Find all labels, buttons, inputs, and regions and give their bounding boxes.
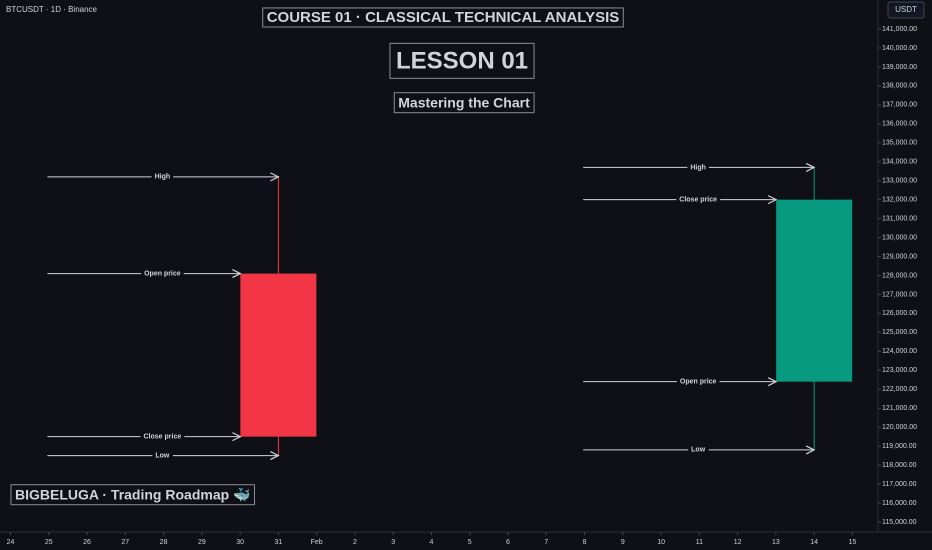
annotation-label: Open price bbox=[144, 270, 181, 277]
annotation-label: Low bbox=[691, 447, 706, 454]
y-tick-label: 128,000.00 bbox=[882, 272, 917, 279]
y-tick-label: 137,000.00 bbox=[882, 102, 917, 109]
annotation-label-bg bbox=[688, 446, 709, 454]
y-tick-label: 134,000.00 bbox=[882, 159, 917, 166]
y-tick-label: 139,000.00 bbox=[882, 64, 917, 71]
x-tick-label: 8 bbox=[583, 539, 587, 546]
footer: BIGBELUGA · Trading Roadmap 🐳 bbox=[15, 487, 250, 503]
annotation-label: High bbox=[690, 164, 706, 171]
annotation-label-bg bbox=[676, 196, 721, 204]
x-tick-label: 24 bbox=[7, 539, 15, 546]
annotation-label-bg bbox=[676, 378, 720, 386]
y-tick-label: 123,000.00 bbox=[882, 367, 917, 374]
annotation-label-bg bbox=[141, 270, 184, 278]
annotation-label: Low bbox=[155, 452, 170, 459]
x-tick-label: 10 bbox=[657, 539, 665, 546]
x-tick-label: 5 bbox=[468, 539, 472, 546]
candle-body bbox=[776, 199, 853, 382]
y-tick-label: 116,000.00 bbox=[882, 500, 917, 507]
x-tick-label: 29 bbox=[198, 539, 206, 546]
x-tick-label: 12 bbox=[734, 539, 742, 546]
annotation-label-bg bbox=[687, 164, 709, 172]
y-tick-label: 136,000.00 bbox=[882, 121, 917, 128]
x-tick-label: 7 bbox=[544, 539, 548, 546]
lesson-title-box bbox=[389, 42, 535, 79]
annotation-label: Close price bbox=[679, 196, 717, 203]
candle-body bbox=[240, 273, 317, 437]
y-tick-label: 130,000.00 bbox=[882, 234, 917, 241]
y-tick-label: 138,000.00 bbox=[882, 83, 917, 90]
y-tick-label: 120,000.00 bbox=[882, 424, 917, 431]
annotation-label-bg bbox=[151, 173, 174, 181]
annotation-label: Close price bbox=[144, 433, 182, 440]
x-tick-label: 14 bbox=[810, 539, 818, 546]
x-tick-label: 31 bbox=[274, 539, 282, 546]
x-tick-label: 6 bbox=[506, 539, 510, 546]
footer-box bbox=[10, 484, 255, 506]
x-tick-label: 2 bbox=[353, 539, 357, 546]
x-tick-label: 13 bbox=[772, 539, 780, 546]
y-tick-label: 125,000.00 bbox=[882, 329, 917, 336]
y-tick-label: 119,000.00 bbox=[882, 443, 917, 450]
x-tick-label: Feb bbox=[311, 539, 323, 546]
annotation-label: Open price bbox=[680, 378, 717, 385]
x-tick-label: 30 bbox=[236, 539, 244, 546]
y-tick-label: 118,000.00 bbox=[882, 462, 917, 469]
currency-box bbox=[887, 1, 925, 19]
x-tick-label: 11 bbox=[696, 539, 703, 546]
subtitle-box bbox=[393, 92, 535, 114]
y-tick-label: 135,000.00 bbox=[882, 140, 917, 147]
x-tick-label: 4 bbox=[430, 539, 434, 546]
y-tick-label: 121,000.00 bbox=[882, 405, 917, 412]
course-title: COURSE 01 · CLASSICAL TECHNICAL ANALYSIS bbox=[267, 9, 620, 26]
y-tick-label: 129,000.00 bbox=[882, 253, 917, 260]
y-tick-label: 126,000.00 bbox=[882, 310, 917, 317]
y-tick-label: 122,000.00 bbox=[882, 386, 917, 393]
subtitle: Mastering the Chart bbox=[398, 95, 530, 111]
course-title-box bbox=[262, 7, 624, 28]
x-tick-label: 15 bbox=[849, 539, 857, 546]
lesson-title: LESSON 01 bbox=[396, 47, 528, 74]
y-tick-label: 140,000.00 bbox=[882, 45, 917, 52]
x-tick-label: 25 bbox=[45, 539, 53, 546]
y-tick-label: 115,000.00 bbox=[882, 519, 917, 526]
symbol-header: BTCUSDT · 1D · Binance bbox=[6, 5, 98, 14]
annotation-label: High bbox=[155, 174, 171, 181]
x-tick-label: 27 bbox=[121, 539, 129, 546]
x-tick-label: 3 bbox=[391, 539, 395, 546]
x-tick-label: 9 bbox=[621, 539, 625, 546]
y-tick-label: 131,000.00 bbox=[882, 215, 917, 222]
y-tick-label: 132,000.00 bbox=[882, 196, 917, 203]
x-tick-label: 28 bbox=[160, 539, 168, 546]
y-tick-label: 141,000.00 bbox=[882, 26, 917, 33]
y-tick-label: 133,000.00 bbox=[882, 178, 917, 185]
currency-label: USDT bbox=[895, 5, 917, 14]
y-tick-label: 127,000.00 bbox=[882, 291, 917, 298]
x-tick-label: 26 bbox=[83, 539, 91, 546]
y-tick-label: 117,000.00 bbox=[882, 481, 917, 488]
annotation-label-bg bbox=[140, 433, 185, 441]
annotation-label-bg bbox=[152, 452, 173, 460]
y-tick-label: 124,000.00 bbox=[882, 348, 917, 355]
